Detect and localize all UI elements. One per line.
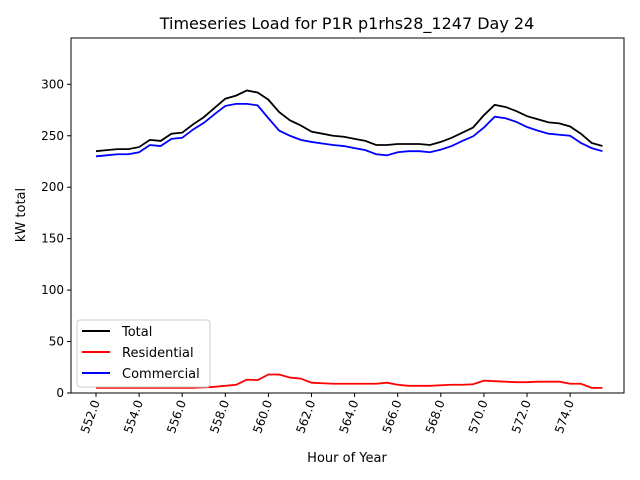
legend-label: Total — [121, 325, 152, 340]
y-tick-label: 0 — [56, 386, 64, 400]
series-line-commercial — [95, 102, 603, 158]
x-tick-label: 568.0 — [423, 398, 448, 435]
chart-title: Timeseries Load for P1R p1rhs28_1247 Day… — [159, 14, 535, 34]
x-tick-label: 572.0 — [509, 398, 534, 435]
legend-box — [76, 319, 211, 388]
y-tick-label: 300 — [41, 77, 64, 91]
series-line-total — [95, 89, 603, 153]
x-tick-label: 566.0 — [380, 398, 405, 435]
legend-label: Residential — [122, 346, 194, 361]
legend: Total Residential Commercial — [76, 319, 211, 388]
x-tick-label: 554.0 — [121, 398, 146, 435]
series-line-residential — [95, 373, 603, 389]
x-tick-label: 560.0 — [250, 398, 275, 435]
x-tick-label: 558.0 — [207, 398, 232, 435]
y-tick-label: 150 — [41, 232, 64, 246]
y-tick-label: 50 — [49, 335, 64, 349]
legend-label: Commercial — [122, 367, 200, 382]
plot-frame — [70, 37, 625, 394]
x-tick-label: 556.0 — [164, 398, 189, 435]
x-tick-label: 564.0 — [337, 398, 362, 435]
x-tick-label: 552.0 — [78, 398, 103, 435]
y-tick-label: 100 — [41, 283, 64, 297]
y-tick-label: 250 — [41, 129, 64, 143]
y-axis-label: kW total — [14, 188, 29, 242]
x-axis-label: Hour of Year — [307, 451, 387, 466]
x-tick-label: 574.0 — [552, 398, 577, 435]
y-tick-label: 200 — [41, 180, 64, 194]
x-tick-label: 570.0 — [466, 398, 491, 435]
x-tick-label: 562.0 — [293, 398, 318, 435]
